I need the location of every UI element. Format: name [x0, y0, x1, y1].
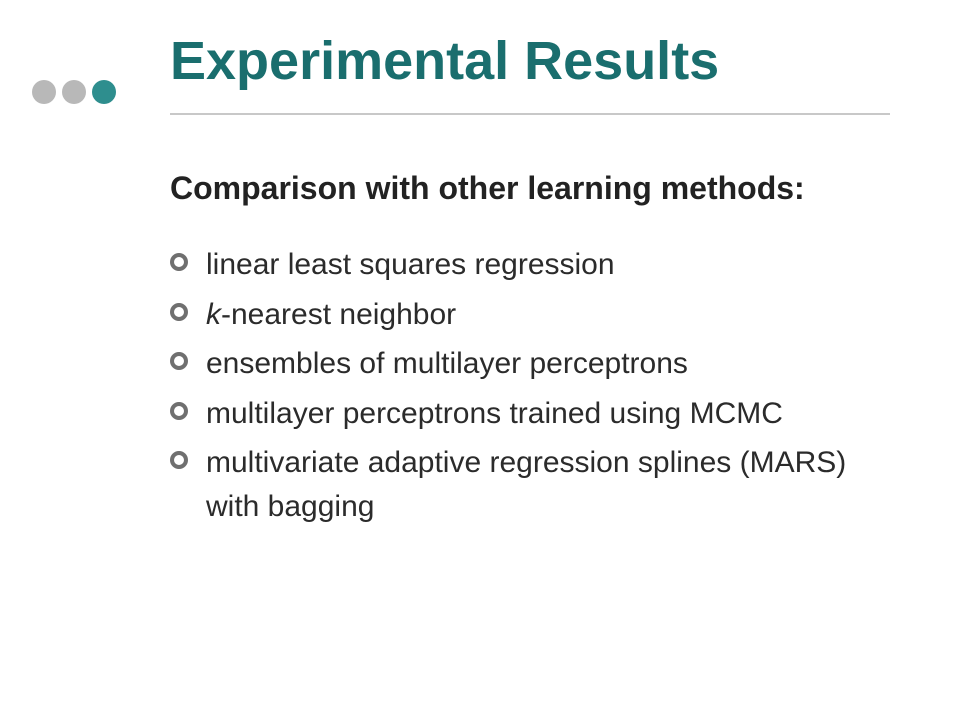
bullet-icon — [170, 253, 188, 271]
bullet-icon — [170, 352, 188, 370]
list-item-label: multivariate adaptive regression splines… — [206, 446, 846, 523]
list-item-label: linear least squares regression — [206, 248, 615, 281]
slide: Experimental Results Comparison with oth… — [0, 0, 960, 720]
page-title: Experimental Results — [170, 32, 890, 91]
dot-icon — [92, 80, 116, 104]
title-underline — [170, 113, 890, 115]
bullet-icon — [170, 303, 188, 321]
list-item: multilayer perceptrons trained using MCM… — [170, 392, 890, 436]
list-item: k-nearest neighbor — [170, 293, 890, 337]
title-area: Experimental Results — [170, 32, 890, 115]
dot-icon — [62, 80, 86, 104]
list-item: multivariate adaptive regression splines… — [170, 441, 890, 528]
list-item-label: multilayer perceptrons trained using MCM… — [206, 397, 783, 430]
bullet-list: linear least squares regression k-neares… — [170, 243, 890, 528]
bullet-icon — [170, 451, 188, 469]
list-item-label: ensembles of multilayer perceptrons — [206, 347, 688, 380]
list-item-label: k-nearest neighbor — [206, 298, 456, 331]
body-area: Comparison with other learning methods: … — [170, 170, 890, 534]
decorative-dots — [32, 80, 116, 104]
dot-icon — [32, 80, 56, 104]
bullet-icon — [170, 402, 188, 420]
list-item: ensembles of multilayer perceptrons — [170, 342, 890, 386]
list-item: linear least squares regression — [170, 243, 890, 287]
subheading: Comparison with other learning methods: — [170, 170, 890, 207]
